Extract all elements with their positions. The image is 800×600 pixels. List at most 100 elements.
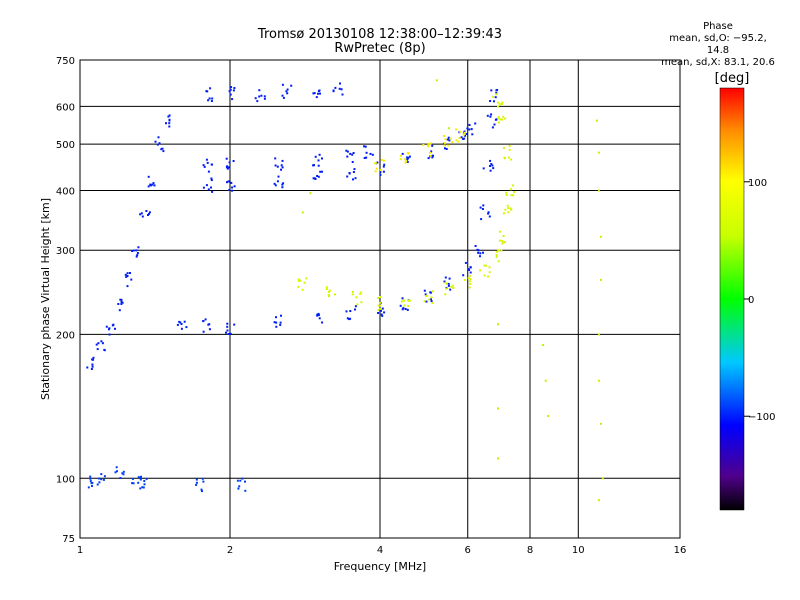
data-point [483,264,486,267]
data-point [319,170,322,173]
data-point [168,125,171,128]
colorbar [719,87,745,511]
data-point [148,212,150,215]
data-point [492,167,495,170]
data-point [401,308,404,311]
data-point [474,245,477,247]
data-point [207,99,210,102]
data-point [91,485,93,487]
data-point [274,164,277,167]
data-point [273,182,276,185]
data-point [126,275,129,277]
data-point [202,320,205,322]
data-point [463,137,466,140]
data-point [227,333,230,335]
data-point [365,151,368,154]
data-point [489,115,492,118]
data-point [231,189,233,192]
data-point [431,290,434,293]
data-point [505,191,508,194]
data-point [510,158,513,161]
data-point [502,115,505,118]
data-point [491,164,494,167]
data-point [480,218,483,221]
data-point [328,289,331,292]
data-point [345,310,348,313]
data-point [504,241,506,244]
data-point [309,192,312,195]
data-point [424,293,427,296]
data-point [463,279,466,281]
data-point [462,274,465,277]
data-point [445,282,448,285]
data-point [280,168,282,171]
data-point [379,173,382,176]
data-point [281,83,284,86]
data-point [599,235,602,238]
data-point [135,255,138,258]
data-point [119,477,122,479]
phase-mean-o: mean, sd,O: −95.2, 14.8 [669,33,767,56]
data-point [126,285,129,288]
data-point [443,142,446,145]
data-point [314,155,317,158]
data-point [157,136,160,139]
data-point [599,278,602,281]
data-point [328,295,330,298]
data-point [487,275,490,278]
data-point [210,186,212,189]
data-point [352,171,355,173]
data-point [474,122,477,125]
data-point [444,293,447,296]
data-point [202,164,205,167]
data-point [494,96,497,99]
data-point [509,188,512,191]
data-point [403,304,406,307]
data-point [340,88,343,91]
data-point [332,89,335,92]
data-point [450,285,453,288]
data-point [500,249,503,252]
data-point [98,481,101,484]
data-point [165,122,167,125]
data-point [376,161,379,164]
data-point [339,82,341,85]
y-tick-label: 75 [62,534,75,545]
data-point [447,144,450,147]
data-point [497,121,500,124]
data-point [399,304,402,307]
data-point [495,93,498,96]
data-point [236,479,239,482]
data-point [494,118,497,121]
data-point [211,97,214,100]
y-tick-label: 500 [56,140,75,151]
data-point [427,142,430,145]
data-point [497,105,499,108]
data-point [137,481,140,484]
data-point [281,183,284,186]
x-tick-label: 2 [227,545,233,556]
data-point [211,190,214,193]
data-point [279,321,282,324]
data-point [429,291,432,294]
data-point [354,177,357,180]
data-point [462,133,465,136]
data-point [237,487,240,490]
data-point [381,307,384,310]
data-point [484,264,487,267]
data-point [137,246,140,249]
data-point [158,142,161,145]
data-point [497,407,499,410]
data-point [477,249,480,252]
data-point [178,320,181,323]
data-point [185,326,188,329]
data-point [90,368,93,370]
data-point [597,189,600,192]
data-point [352,290,354,293]
data-point [282,96,285,99]
data-point [229,93,232,96]
data-point [333,293,336,296]
data-point [452,287,455,289]
data-point [338,87,341,90]
data-point [349,310,352,312]
